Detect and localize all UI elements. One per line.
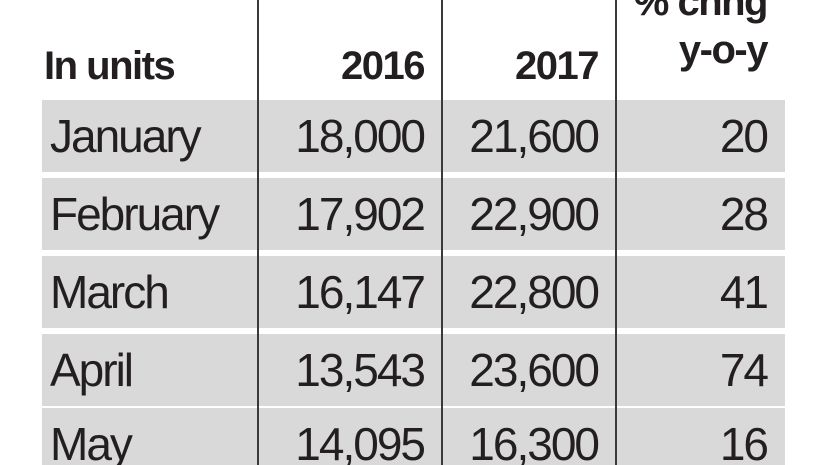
column-divider: [257, 0, 259, 465]
month-cell: May: [50, 418, 133, 465]
value-cell: 13,543: [295, 344, 426, 396]
column-divider: [615, 0, 617, 465]
value-cell: 74: [719, 344, 769, 396]
value-cell: 23,600: [469, 344, 600, 396]
month-cell: April: [50, 344, 134, 396]
value-cell: 21,600: [469, 110, 600, 162]
value-cell: 16,147: [295, 266, 426, 318]
row-background: [42, 334, 785, 406]
value-cell: 16: [719, 418, 769, 465]
row-background: [42, 408, 785, 465]
header-cell: 2016: [341, 44, 425, 88]
value-cell: 14,095: [295, 418, 426, 465]
row-background: [42, 100, 785, 172]
value-cell: 41: [719, 266, 769, 318]
value-cell: 20: [719, 110, 769, 162]
header-cell: 2017: [515, 44, 599, 88]
header-cell: y-o-y: [678, 28, 769, 72]
value-cell: 16,300: [469, 418, 600, 465]
value-cell: 22,800: [469, 266, 600, 318]
header-cell: % chng: [633, 0, 769, 24]
month-cell: February: [50, 188, 220, 240]
value-cell: 18,000: [295, 110, 426, 162]
column-divider: [441, 0, 443, 465]
row-background: [42, 178, 785, 250]
row-background: [42, 256, 785, 328]
value-cell: 28: [719, 188, 769, 240]
header-cell: In units: [44, 44, 176, 88]
value-cell: 22,900: [469, 188, 600, 240]
month-cell: January: [50, 110, 202, 162]
month-cell: March: [50, 266, 170, 318]
value-cell: 17,902: [295, 188, 426, 240]
